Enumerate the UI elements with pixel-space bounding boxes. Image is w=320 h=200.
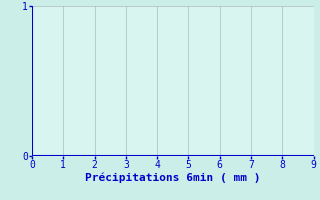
- X-axis label: Précipitations 6min ( mm ): Précipitations 6min ( mm ): [85, 173, 260, 183]
